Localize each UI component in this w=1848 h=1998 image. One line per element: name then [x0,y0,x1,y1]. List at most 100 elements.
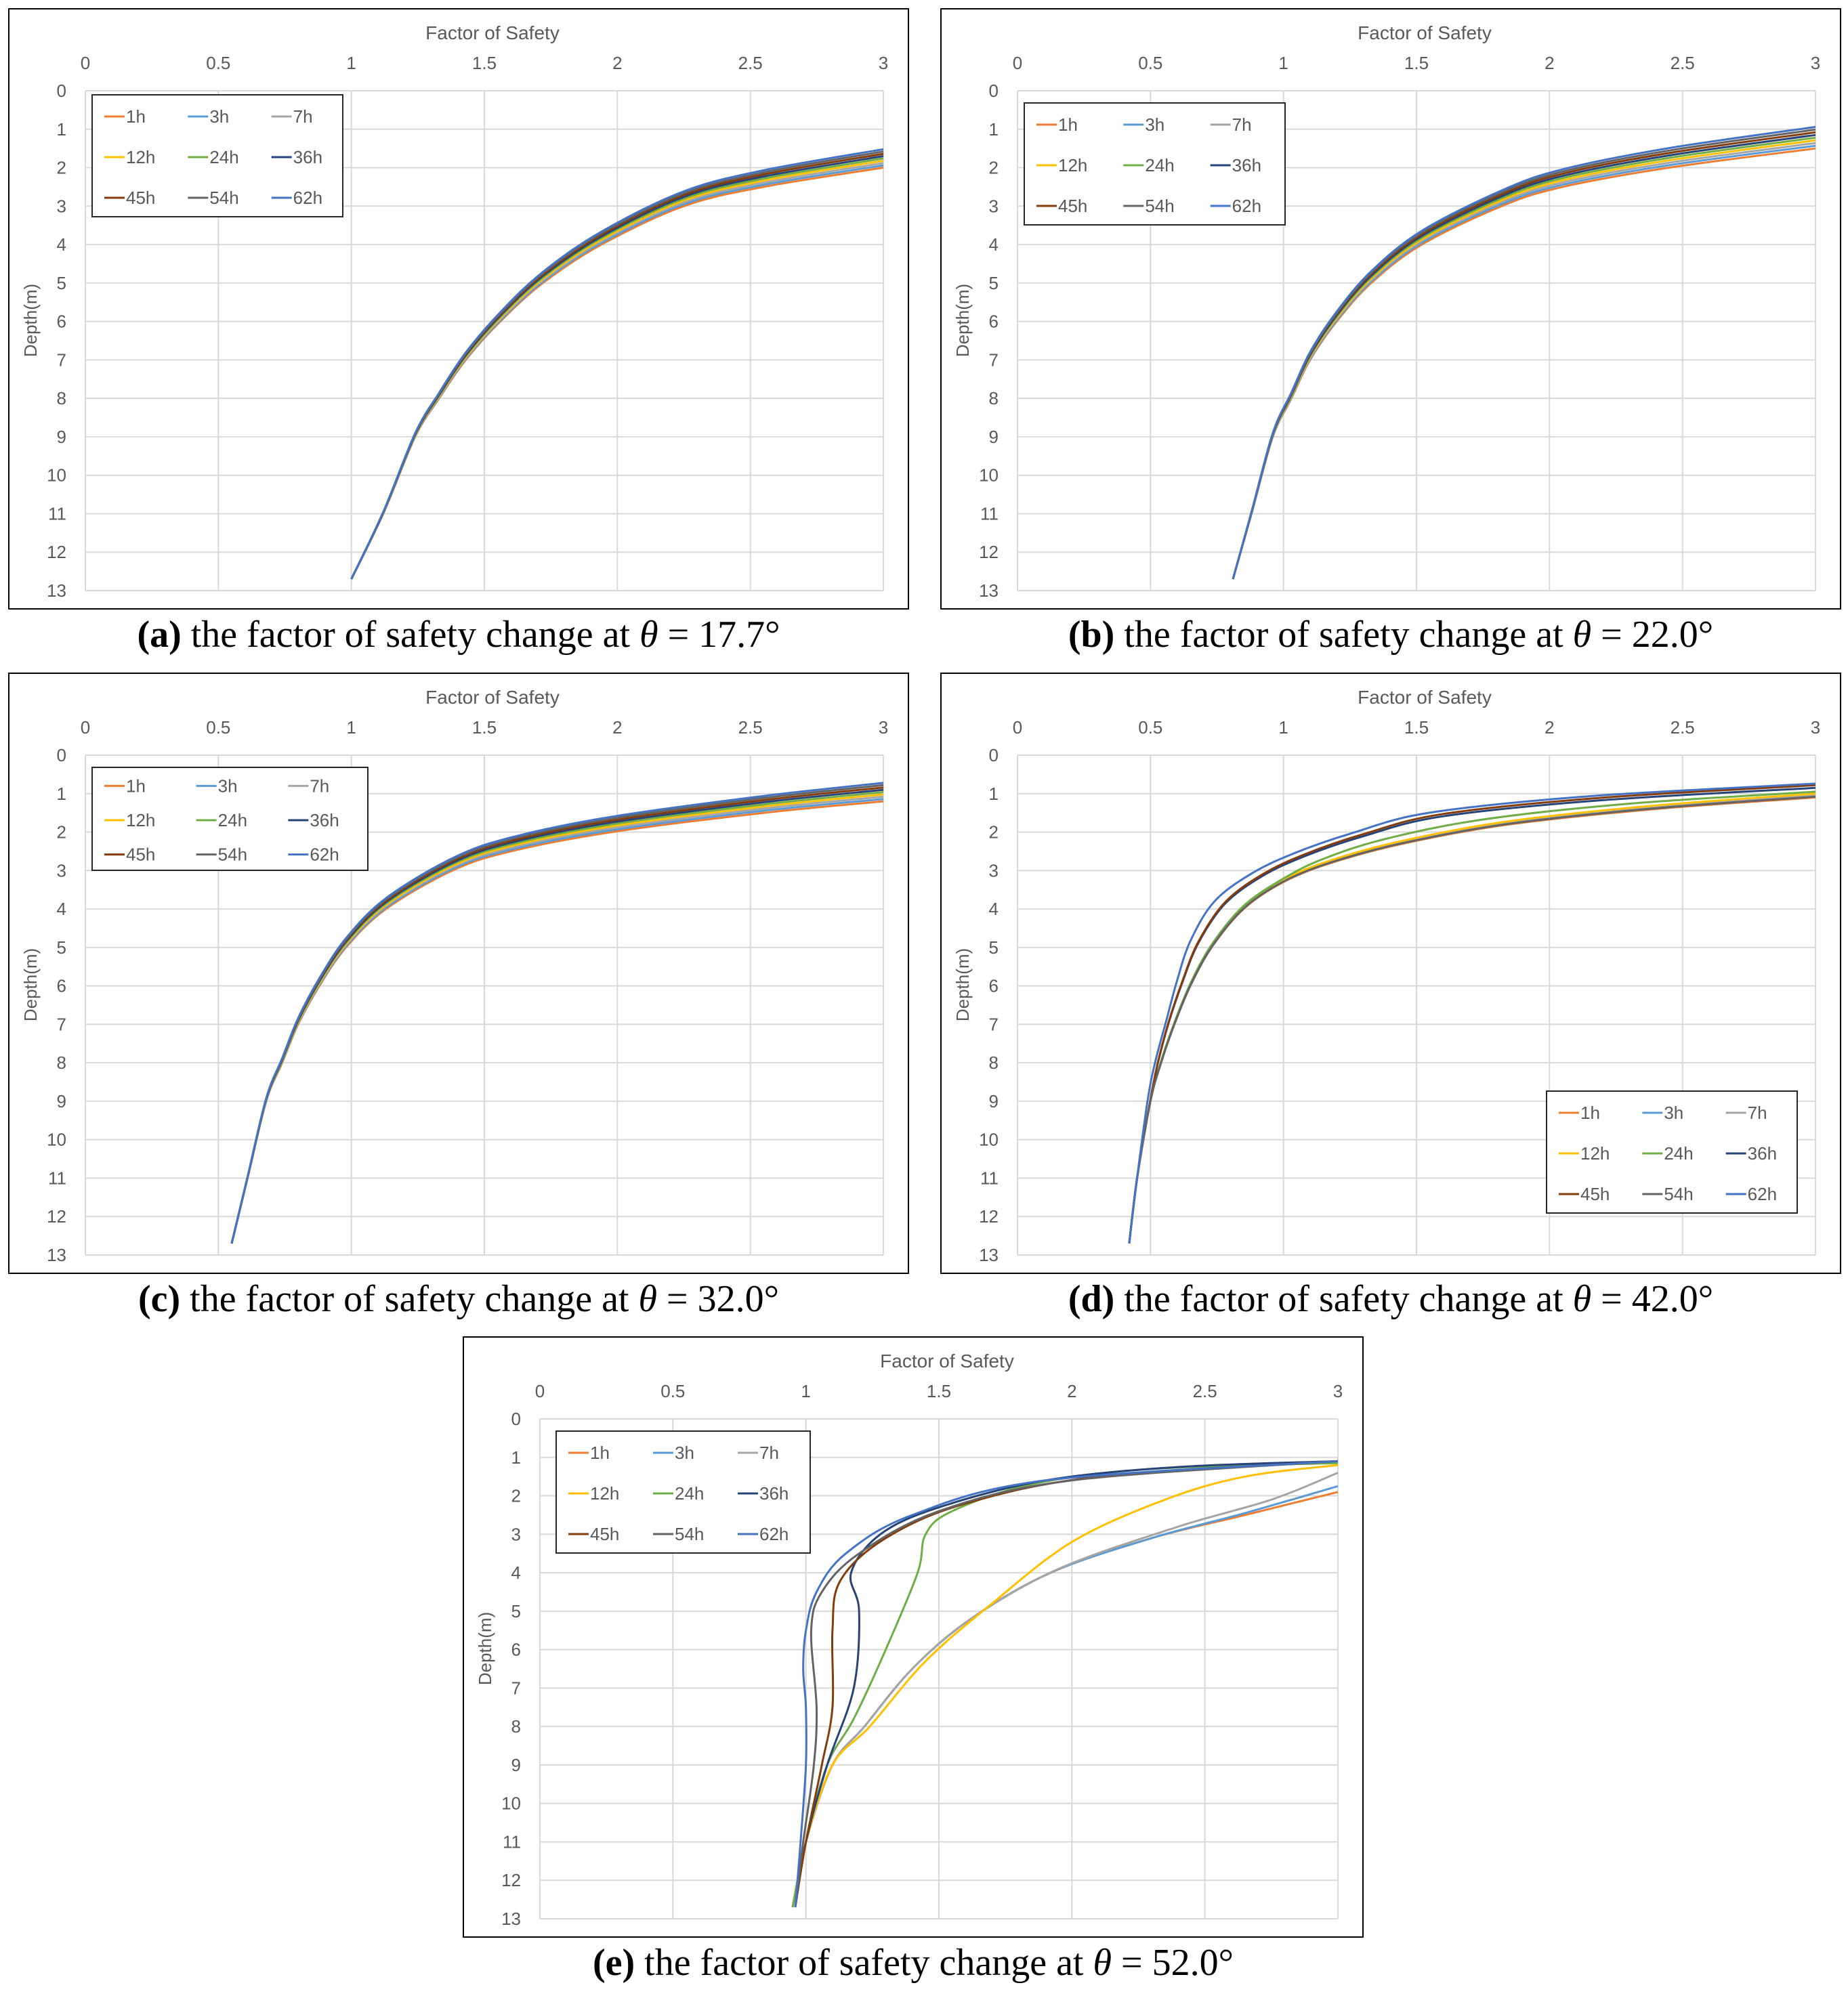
y-tick-label: 12 [47,1206,66,1227]
x-tick-label: 0.5 [206,53,230,73]
caption-c: (c) the factor of safety change at θ = 3… [8,1277,909,1321]
y-tick-label: 3 [57,860,66,880]
gridlines-b [1017,90,1816,591]
y-tick-label: 9 [989,427,999,447]
x-tick-label: 0 [1013,53,1022,73]
x-tick-label: 3 [1811,53,1820,73]
y-tick-label: 9 [57,1091,66,1111]
series-line-24h [1232,136,1816,580]
legend-e: 1h 3h 7h 12h 24h 36h 45h 54h 62h [555,1430,811,1554]
x-tick-label: 0 [81,53,90,73]
caption-d-label: (d) [1068,1278,1115,1320]
legend-label-12h: 12h [126,810,155,830]
y-tick-label: 4 [989,899,999,919]
y-tick-label: 5 [57,273,66,293]
legend-box [1546,1090,1798,1214]
chart-panel-e: Factor of Safety 0 0.5 1 1.5 2 2.5 3 0 1 2 3 4 5 6 7 8 9 1… [463,1336,1364,1938]
series-line-45h [1232,131,1816,580]
series-line-45h [794,1460,1339,1908]
y-tick-label: 6 [989,976,999,996]
x-tick-label: 0.5 [1138,53,1162,73]
series-line-62h [1128,782,1816,1244]
legend-label-45h: 45h [1058,196,1087,216]
series-line-36h [794,1460,1339,1908]
x-tick-label: 1 [1278,717,1288,738]
y-tick-label: 4 [57,899,66,919]
legend-label-3h: 3h [1664,1103,1683,1123]
legend-label-7h: 7h [759,1443,779,1463]
y-tick-label: 0 [511,1409,521,1429]
x-tick-label: 1.5 [472,717,497,738]
y-tick-label: 9 [989,1091,999,1111]
y-tick-label: 7 [511,1678,521,1698]
y-tick-label: 10 [47,465,66,486]
x-tick-label: 1 [346,717,356,738]
caption-b-symbol: θ [1572,614,1592,656]
x-tick-label: 2 [612,53,622,73]
legend-label-12h: 12h [1058,155,1087,175]
legend-label-62h: 62h [759,1524,789,1544]
chart-title-c: Factor of Safety [425,687,560,708]
y-tick-label: 11 [503,1831,521,1852]
y-tick-label: 12 [47,542,66,562]
chart-panel-b: Factor of Safety 0 0.5 1 1.5 2 2.5 3 0 1 2 3 4 5 6 7 8 9 1… [940,8,1841,610]
legend-d: 1h 3h 7h 12h 24h 36h 45h 54h 62h [1546,1090,1798,1214]
y-tick-label: 5 [57,937,66,958]
y-tick-label: 8 [57,388,66,408]
series-lines-b [1232,125,1816,580]
legend-label-7h: 7h [310,775,329,796]
legend-label-7h: 7h [1748,1103,1767,1123]
series-lines-d [1128,782,1816,1244]
legend-label-36h: 36h [1232,155,1261,175]
legend-label-54h: 54h [209,188,238,208]
series-line-1h [1232,147,1816,580]
series-lines-a [350,148,884,580]
legend-label-54h: 54h [1145,196,1174,216]
legend-label-24h: 24h [218,810,247,830]
legend-label-36h: 36h [759,1483,789,1504]
x-tick-label: 1 [346,53,356,73]
caption-c-text: the factor of safety change at [180,1278,639,1320]
chart-title-a: Factor of Safety [425,22,560,43]
caption-b-label: (b) [1068,614,1115,656]
y-tick-label: 1 [57,119,66,140]
x-tick-label: 1 [1278,53,1288,73]
y-tick-label: 10 [47,1130,66,1150]
caption-a-label: (a) [137,614,182,656]
y-tick-label: 12 [979,542,999,562]
series-line-62h [350,148,884,580]
legend-box [555,1430,811,1554]
y-tick-label: 3 [989,196,999,216]
x-tick-label: 2.5 [1671,717,1695,738]
y-tick-label: 0 [57,745,66,765]
legend-label-62h: 62h [1232,196,1261,216]
series-line-36h [1232,133,1816,580]
y-tick-label: 2 [57,822,66,843]
legend-label-3h: 3h [1145,114,1164,135]
y-tick-label: 2 [511,1486,521,1506]
y-tick-label: 5 [511,1601,521,1621]
y-tick-label: 11 [980,503,999,524]
caption-d-value: = 42.0° [1591,1278,1714,1320]
legend-label-1h: 1h [126,775,146,796]
legend-label-24h: 24h [1145,155,1174,175]
caption-c-label: (c) [138,1278,181,1320]
y-tick-label: 6 [511,1640,521,1660]
y-axis-label-b: Depth(m) [952,284,973,357]
y-tick-label: 11 [48,503,66,524]
x-tick-label: 2.5 [738,53,763,73]
series-line-24h [791,1462,1339,1908]
legend-label-1h: 1h [1058,114,1078,135]
caption-c-value: = 32.0° [657,1278,779,1320]
x-tick-label: 2 [612,717,622,738]
legend-label-12h: 12h [126,147,155,167]
legend-label-62h: 62h [310,845,339,865]
legend-label-24h: 24h [209,147,238,167]
series-line-62h [1232,125,1816,580]
caption-d: (d) the factor of safety change at θ = 4… [940,1277,1841,1321]
caption-b: (b) the factor of safety change at θ = 2… [940,613,1841,656]
series-lines-e [791,1460,1339,1908]
legend-b: 1h 3h 7h 12h 24h 36h 45h 54h 62h [1024,102,1286,226]
chart-title-e: Factor of Safety [880,1351,1014,1372]
